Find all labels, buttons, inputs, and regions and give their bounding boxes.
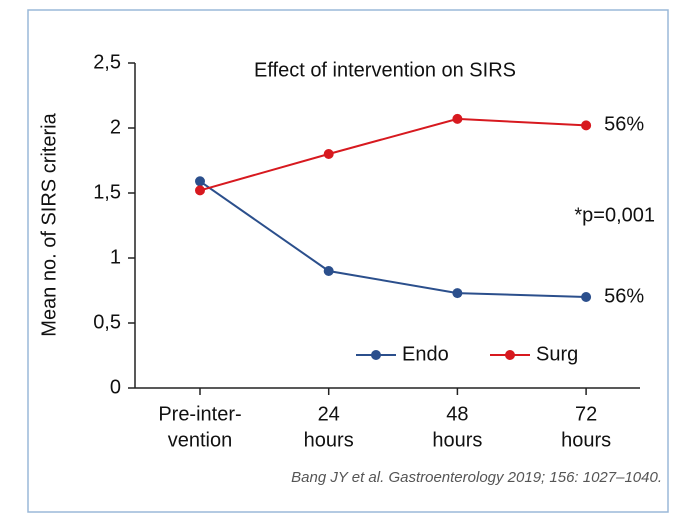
series-line [199,117,587,192]
point [581,292,592,302]
y-tick-label: 1 [110,246,121,268]
x-tick-label: vention [168,429,233,451]
y-tick-label: 2 [110,116,121,138]
point [581,120,592,131]
legend-label: Surg [536,343,578,365]
x-tick-label: hours [561,429,611,451]
frame [27,9,669,513]
x-tick-label: hours [304,429,354,451]
annotation: *p=0,001 [574,204,655,226]
point [195,185,205,196]
y-tick-label: 0,5 [93,311,121,333]
series-line [199,180,587,298]
end-label: 56% [604,114,644,136]
source: Bang JY et al. Gastroenterology 2019; 15… [291,469,662,486]
y-tick-label: 1,5 [93,181,121,203]
y-axis-label: Mean no. of SIRS criteria [38,112,60,336]
chart-title: Effect of intervention on SIRS [254,59,516,81]
x-tick-label: Pre-inter- [158,403,241,425]
x-tick-label: hours [432,429,482,451]
point [452,288,463,299]
x-tick-label: 24 [318,403,340,425]
y-tick-label: 2,5 [93,51,121,73]
point [195,176,205,187]
x-tick-label: 72 [575,403,597,425]
x-tick-label: 48 [446,403,468,425]
point [323,149,334,159]
point [452,113,463,124]
legend-marker [371,350,381,360]
legend-label: Endo [402,343,449,365]
y-tick-label: 0 [110,376,121,398]
point [323,266,334,276]
end-label: 56% [604,285,644,307]
legend-marker [505,350,515,360]
